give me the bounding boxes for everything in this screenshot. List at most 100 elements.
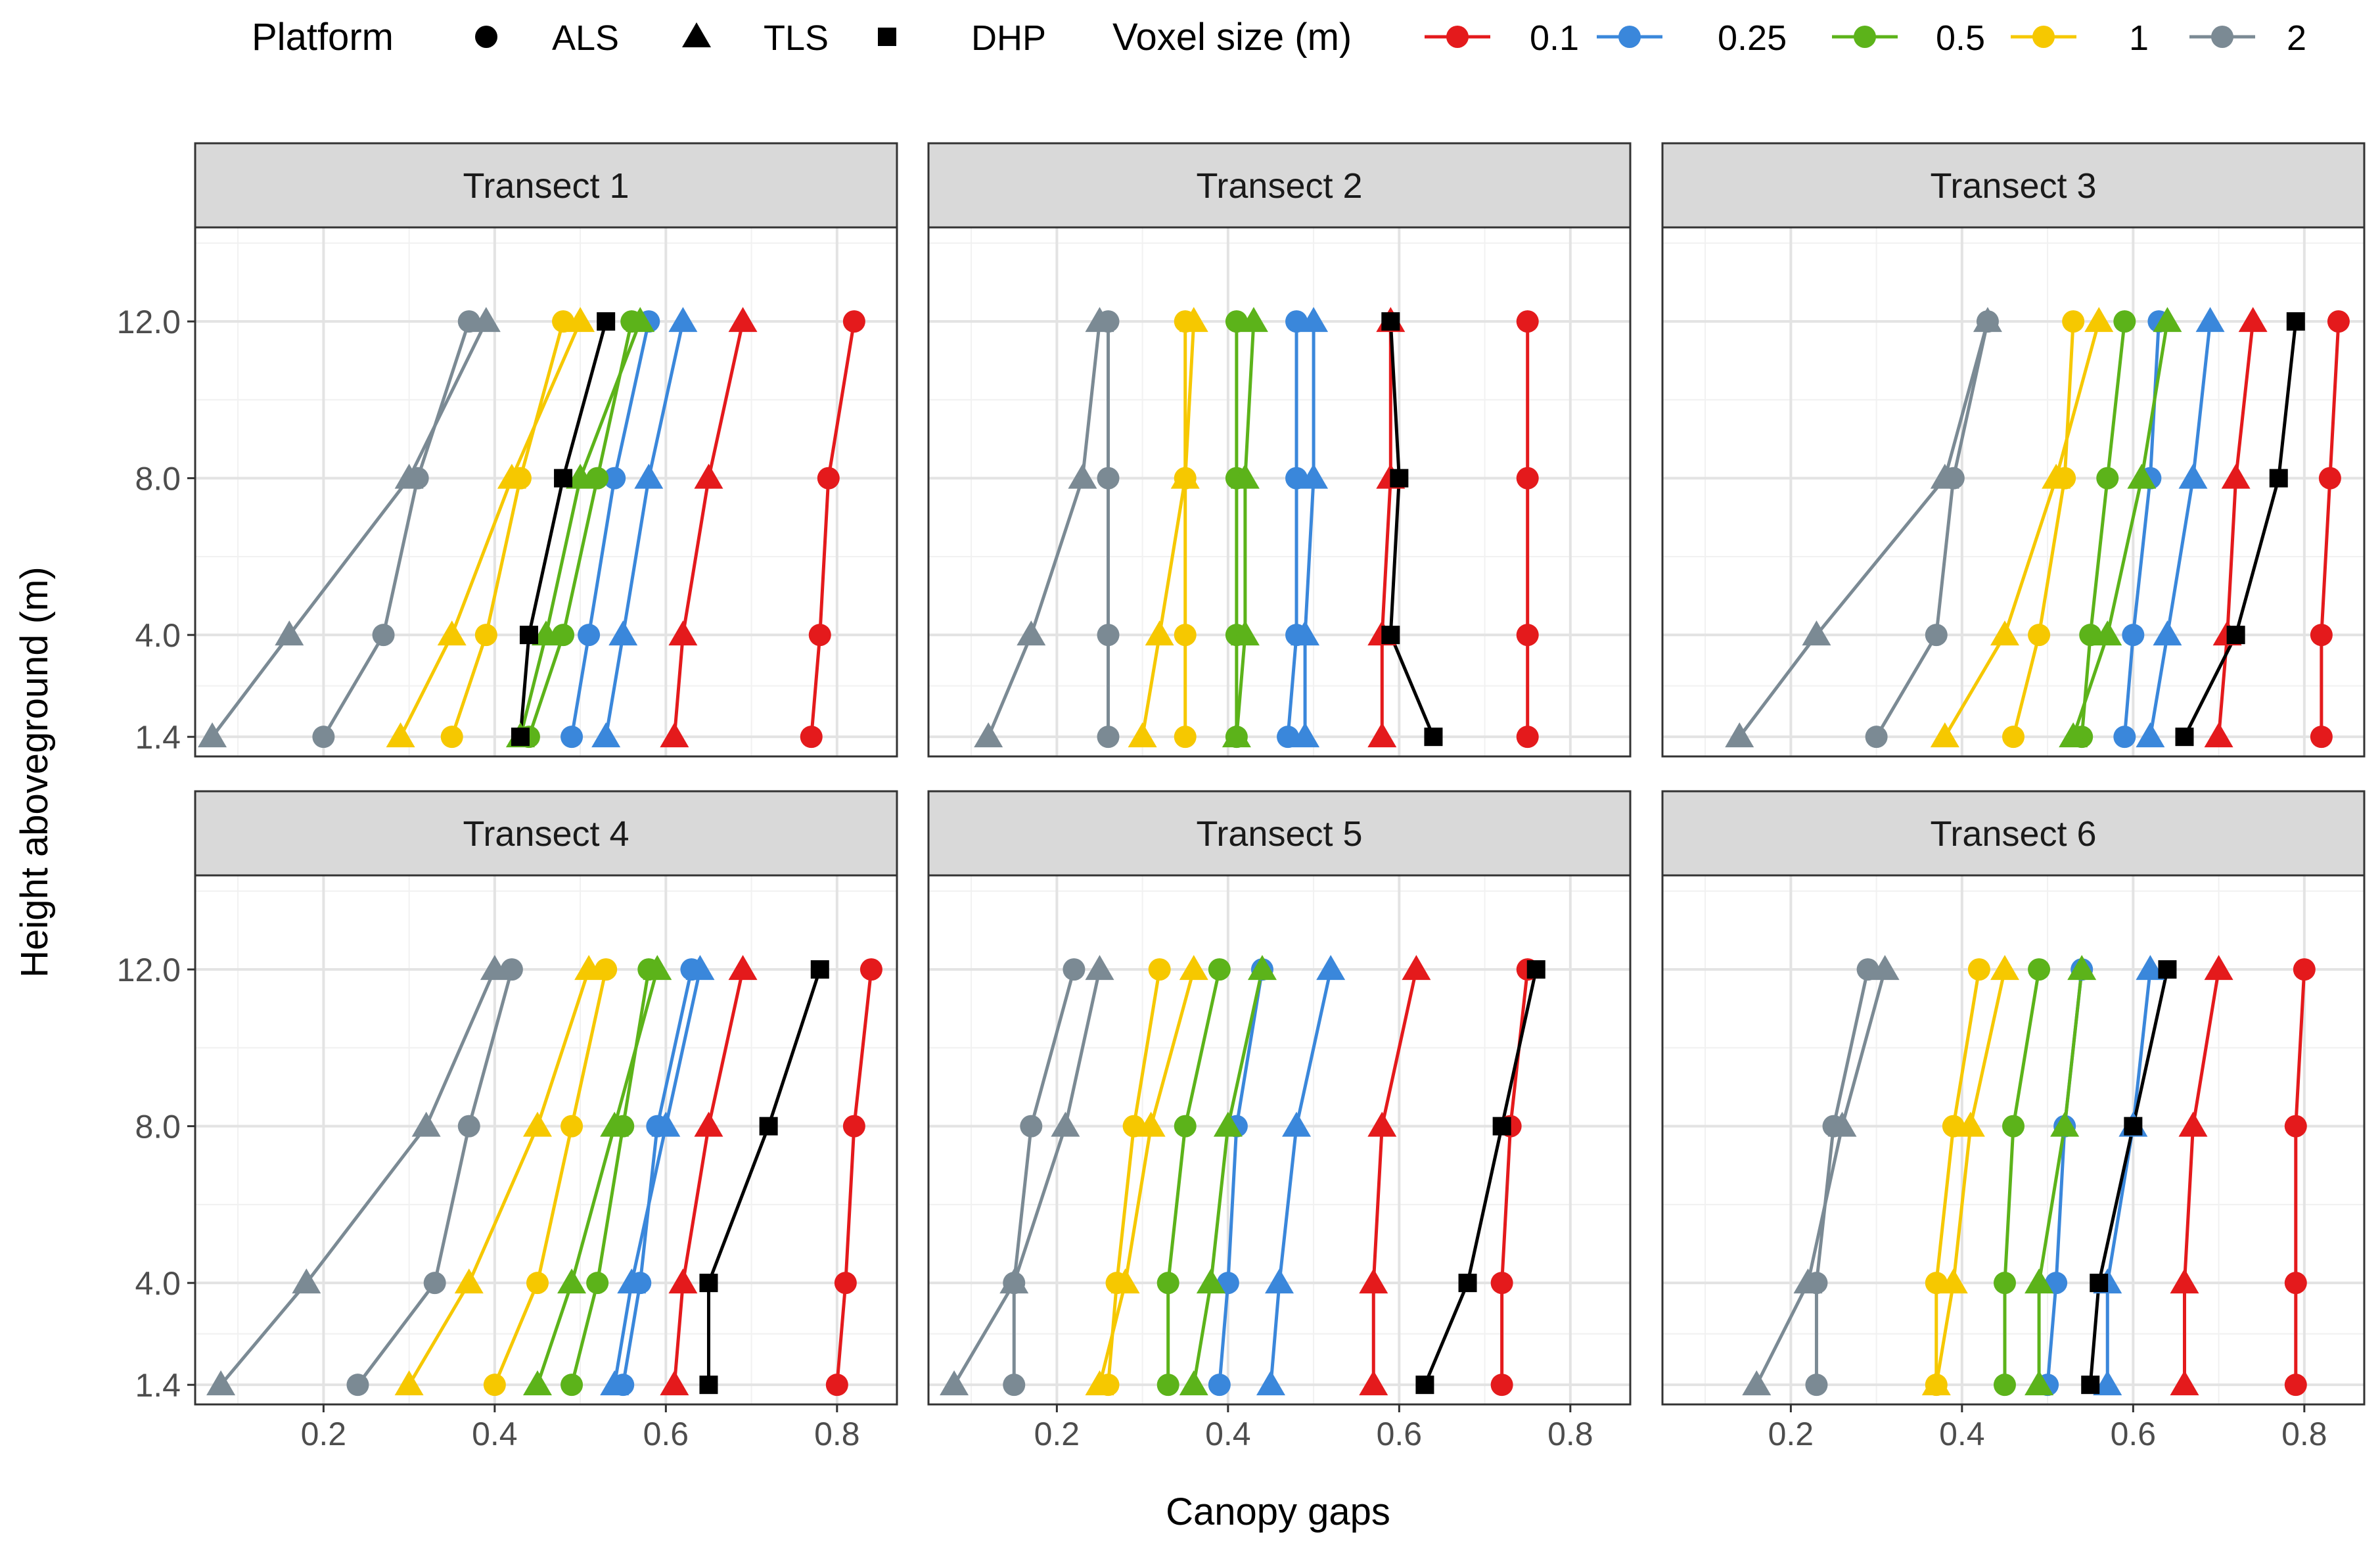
series-line-tls-0.25: [604, 321, 685, 737]
data-point-als-1: [1148, 958, 1171, 981]
series-line-tls-0.5: [1235, 321, 1256, 737]
data-point-tls-0.25: [1316, 955, 1346, 981]
data-point-als-0.1: [1516, 624, 1539, 647]
data-point-als-0.25: [2113, 726, 2136, 749]
series-line-als-0.1: [2294, 969, 2306, 1385]
data-point-tls-0.25: [1282, 1111, 1312, 1137]
series-line-als-0.25: [570, 321, 651, 737]
data-point-als-2: [1097, 467, 1120, 490]
data-point-tls-1: [522, 1111, 552, 1137]
data-point-tls-0.5: [626, 307, 655, 333]
data-point-tls-0.5: [566, 463, 595, 489]
data-point-tls-0.5: [2025, 1268, 2054, 1294]
panel-title: Transect 2: [1196, 166, 1362, 206]
data-point-tls-2: [1085, 307, 1114, 333]
data-point-dhp-dhp: [1492, 1117, 1511, 1136]
panel-title: Transect 4: [463, 814, 629, 854]
y-tick-label: 8.0: [135, 461, 181, 497]
data-point-tls-2: [1017, 620, 1046, 646]
data-point-tls-0.5: [1213, 1111, 1243, 1137]
data-point-als-2: [423, 1272, 446, 1295]
x-axis-label: Canopy gaps: [1166, 1491, 1390, 1533]
data-point-als-2: [1097, 726, 1120, 749]
plot-area: [195, 227, 897, 756]
data-point-als-2: [312, 726, 335, 749]
data-point-tls-0.25: [651, 1111, 681, 1137]
series-line-als-1: [493, 969, 608, 1386]
data-point-tls-1: [1956, 1111, 1985, 1137]
data-point-tls-1: [454, 1268, 484, 1294]
data-point-als-0.5: [1993, 1374, 2016, 1397]
data-point-als-0.5: [1208, 958, 1231, 981]
data-point-tls-0.5: [2025, 1370, 2054, 1396]
legend-voxel-marker-3: [2032, 26, 2055, 48]
data-point-tls-0.25: [1256, 1370, 1285, 1396]
data-point-tls-0.5: [2093, 620, 2122, 646]
data-point-tls-0.25: [591, 722, 621, 748]
panel-title: Transect 6: [1930, 814, 2096, 854]
data-point-als-0.1: [825, 1374, 848, 1397]
data-point-dhp-dhp: [597, 312, 616, 331]
data-point-dhp-dhp: [519, 626, 538, 645]
data-point-tls-0.25: [600, 1370, 629, 1396]
x-tick-label: 0.4: [1939, 1416, 1985, 1452]
data-point-als-0.1: [1516, 310, 1539, 333]
data-point-als-1: [1967, 958, 1990, 981]
series-line-als-2: [356, 969, 514, 1386]
series-line-tls-2: [219, 969, 497, 1386]
legend-voxel-marker-2: [1854, 26, 1876, 48]
data-point-tls-1: [1085, 1370, 1114, 1396]
data-point-als-0.1: [1516, 726, 1539, 749]
data-point-tls-1: [1921, 1370, 1951, 1396]
series-line-tls-0.1: [672, 969, 745, 1385]
data-point-tls-0.1: [660, 1370, 689, 1396]
series-line-tls-1: [407, 969, 591, 1386]
legend: Platform ALS TLS DHP Voxel size (m) 0.1 0.25 0.…: [252, 16, 2306, 58]
data-point-dhp-dhp: [1390, 469, 1409, 488]
panel-border: [1661, 226, 2366, 758]
legend-label-als: ALS: [552, 18, 619, 58]
data-point-tls-0.1: [2170, 1370, 2199, 1396]
data-point-tls-2: [394, 463, 424, 489]
panel-transect-4: Transect 4 0.2 0.4 0.6 0.8 1.4 4.0 8.0 12.0: [117, 790, 898, 1452]
data-point-dhp-dhp: [1526, 960, 1545, 979]
data-point-tls-1: [394, 1370, 424, 1396]
data-point-als-0.5: [1993, 1272, 2016, 1295]
data-point-dhp-dhp: [1424, 728, 1443, 747]
legend-label-dhp: DHP: [971, 18, 1046, 58]
series-line-dhp-dhp: [518, 321, 608, 737]
data-point-als-0.5: [2113, 310, 2136, 333]
y-tick-label: 8.0: [135, 1109, 181, 1145]
data-point-tls-2: [471, 307, 501, 333]
panel-transect-6: Transect 6 0.2 0.4 0.6 0.8: [1661, 790, 2366, 1452]
data-point-tls-0.1: [694, 463, 723, 489]
panel-title: Transect 5: [1196, 814, 1362, 854]
x-tick-label: 0.8: [814, 1416, 860, 1452]
data-point-tls-0.5: [1230, 463, 1260, 489]
series-line-tls-2: [1755, 969, 1887, 1386]
data-point-tls-0.5: [1230, 620, 1260, 646]
panel-transect-5: Transect 5 0.2 0.4 0.6 0.8: [927, 790, 1632, 1452]
data-point-tls-1: [1110, 1268, 1140, 1294]
data-point-als-0.1: [2318, 467, 2341, 490]
data-point-tls-0.5: [1179, 1370, 1208, 1396]
data-point-tls-2: [292, 1268, 321, 1294]
data-point-tls-1: [566, 307, 595, 333]
legend-voxel-marker-1: [1618, 26, 1641, 48]
data-point-als-1: [2002, 726, 2025, 749]
data-point-als-0.1: [859, 958, 882, 981]
data-point-tls-2: [999, 1268, 1029, 1294]
data-point-tls-0.25: [2093, 1370, 2122, 1396]
panel-strip: [194, 790, 898, 877]
data-point-tls-0.25: [1291, 620, 1320, 646]
data-point-tls-0.1: [728, 955, 758, 981]
data-point-als-1: [483, 1374, 506, 1397]
series-line-dhp-dhp: [1388, 321, 1435, 738]
data-point-als-0.5: [1156, 1374, 1179, 1397]
data-point-tls-0.1: [668, 620, 698, 646]
data-point-als-2: [1805, 1374, 1828, 1397]
series-line-tls-2: [952, 969, 1101, 1386]
data-point-tls-1: [1136, 1111, 1166, 1137]
data-point-tls-0.1: [660, 722, 689, 748]
data-point-als-0.1: [1490, 1374, 1513, 1397]
